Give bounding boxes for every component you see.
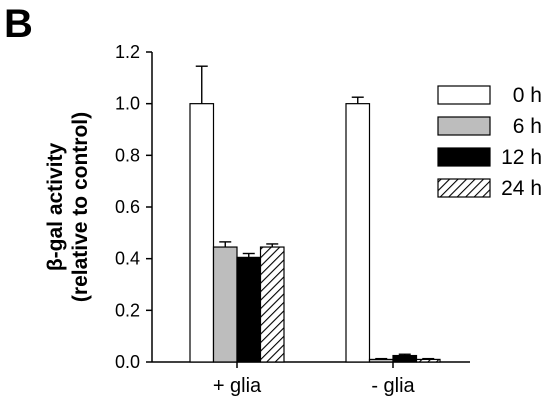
y-tick-label: 1.0 <box>115 94 140 114</box>
y-tick-label: 0.0 <box>115 352 140 372</box>
legend-label: 0 h <box>513 84 542 107</box>
bars <box>189 65 441 363</box>
legend-swatch <box>437 178 491 198</box>
y-tick-label: 1.2 <box>115 42 140 62</box>
legend-label: 6 h <box>513 115 542 138</box>
bar <box>259 246 285 363</box>
y-axis-title-line: (relative to control) <box>69 112 92 302</box>
legend-swatch <box>437 147 491 167</box>
legend-label: 24 h <box>501 177 542 200</box>
legend-swatch <box>437 116 491 136</box>
bar <box>236 256 262 363</box>
legend: 0 h 6 h 12 h 24 h <box>437 84 542 200</box>
y-tick-label: 0.8 <box>115 145 140 165</box>
x-tick-label: + glia <box>213 375 262 397</box>
bar <box>212 246 238 363</box>
bar <box>345 103 371 363</box>
y-axis-title-line: β-gal activity <box>44 143 67 272</box>
bar <box>368 358 394 363</box>
y-tick-label: 0.4 <box>115 249 140 269</box>
y-axis-title: β-gal activity (relative to control) <box>44 112 92 302</box>
y-tick-label: 0.2 <box>115 300 140 320</box>
x-tick-label: - glia <box>371 375 415 397</box>
bar <box>415 358 441 363</box>
bar <box>392 354 418 363</box>
y-tick-label: 0.6 <box>115 197 140 217</box>
axes: 0.0 0.2 0.4 0.6 0.8 1.0 1.2 + glia - glia <box>115 42 470 397</box>
bar <box>189 103 215 363</box>
legend-swatch <box>437 85 491 105</box>
legend-label: 12 h <box>501 146 542 169</box>
panel-label: B <box>4 2 33 46</box>
